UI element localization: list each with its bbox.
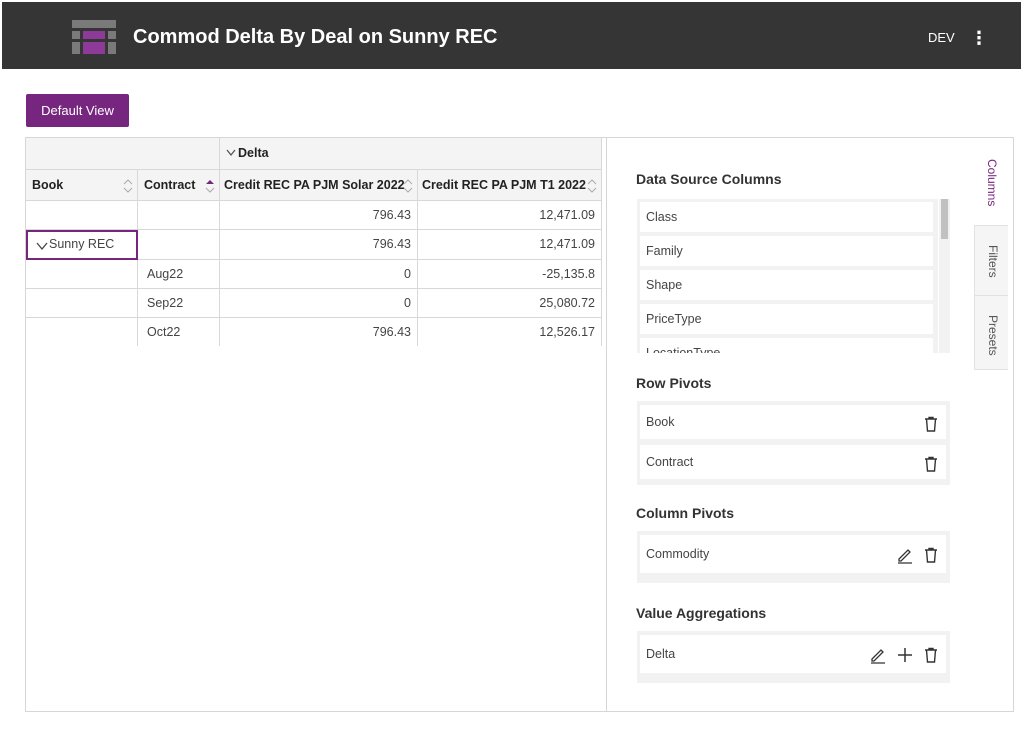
- table-row-selected[interactable]: Sunny REC: [26, 230, 138, 260]
- row-pivots-title: Row Pivots: [636, 375, 712, 391]
- trash-icon[interactable]: [922, 646, 940, 664]
- app-title: Commod Delta By Deal on Sunny REC: [133, 26, 498, 48]
- table-cell[interactable]: Aug22: [138, 260, 220, 289]
- table-row[interactable]: [26, 289, 138, 318]
- table-cell[interactable]: 796.43: [220, 230, 418, 260]
- table-cell[interactable]: 0: [220, 260, 418, 289]
- row-pivots-list: Book Contract: [637, 401, 950, 485]
- row-pivot-book[interactable]: Book: [640, 405, 946, 439]
- table-cell[interactable]: [138, 201, 220, 230]
- table-cell[interactable]: [138, 230, 220, 260]
- default-view-button[interactable]: Default View: [26, 94, 129, 127]
- table-cell[interactable]: 25,080.72: [418, 289, 602, 318]
- table-row[interactable]: [26, 260, 138, 289]
- chevron-down-icon: [226, 149, 236, 157]
- table-cell[interactable]: 12,471.09: [418, 201, 602, 230]
- edit-icon[interactable]: [896, 546, 914, 564]
- table-cell[interactable]: Sep22: [138, 289, 220, 318]
- column-header-book[interactable]: Book: [26, 170, 138, 201]
- value-aggregations-list: Delta: [637, 631, 950, 683]
- table-cell[interactable]: Oct22: [138, 318, 220, 346]
- table-row[interactable]: [26, 318, 138, 346]
- table-cell[interactable]: -25,135.8: [418, 260, 602, 289]
- value-aggregations-title: Value Aggregations: [636, 605, 767, 621]
- data-source-item-locationtype[interactable]: LocationType: [640, 338, 933, 353]
- sort-icon[interactable]: [205, 178, 215, 194]
- column-pivot-commodity[interactable]: Commodity: [640, 535, 946, 573]
- table-cell[interactable]: 796.43: [220, 318, 418, 346]
- data-source-item-family[interactable]: Family: [640, 236, 933, 266]
- panel-divider: [606, 138, 607, 711]
- table-cell[interactable]: 12,526.17: [418, 318, 602, 346]
- title-bar: Commod Delta By Deal on Sunny REC DEV ⋮: [2, 2, 1021, 69]
- pivot-grid: Delta Book Contract Credit REC PA PJM So…: [26, 138, 602, 346]
- tab-columns[interactable]: Columns: [974, 140, 1008, 226]
- data-source-item-class[interactable]: Class: [640, 202, 933, 232]
- edit-icon[interactable]: [869, 646, 887, 664]
- table-cell[interactable]: 796.43: [220, 201, 418, 230]
- column-pivots-list: Commodity: [637, 531, 950, 583]
- sort-icon[interactable]: [403, 178, 413, 194]
- tab-filters[interactable]: Filters: [974, 226, 1008, 296]
- table-cell[interactable]: 0: [220, 289, 418, 318]
- scrollbar-thumb[interactable]: [941, 199, 948, 239]
- group-header-spacer: [26, 138, 220, 170]
- sort-icon[interactable]: [123, 178, 133, 194]
- tab-presets[interactable]: Presets: [974, 296, 1008, 370]
- column-header-t1[interactable]: Credit REC PA PJM T1 2022: [418, 170, 602, 201]
- logo-icon: [72, 20, 116, 54]
- trash-icon[interactable]: [922, 415, 940, 433]
- row-pivot-contract[interactable]: Contract: [640, 445, 946, 479]
- table-row[interactable]: [26, 201, 138, 230]
- scrollbar-track[interactable]: [939, 199, 950, 353]
- column-header-solar[interactable]: Credit REC PA PJM Solar 2022: [220, 170, 418, 201]
- chevron-down-icon[interactable]: [36, 242, 48, 250]
- environment-label: DEV: [928, 30, 955, 45]
- column-header-contract[interactable]: Contract: [138, 170, 220, 201]
- more-vert-icon[interactable]: ⋮: [970, 28, 988, 48]
- trash-icon[interactable]: [922, 546, 940, 564]
- table-cell[interactable]: 12,471.09: [418, 230, 602, 260]
- data-source-item-pricetype[interactable]: PriceType: [640, 304, 933, 334]
- group-header-delta[interactable]: Delta: [220, 138, 602, 170]
- data-source-list[interactable]: Class Family Shape PriceType LocationTyp…: [637, 199, 938, 353]
- data-source-item-shape[interactable]: Shape: [640, 270, 933, 300]
- data-source-title: Data Source Columns: [636, 171, 782, 187]
- column-pivots-title: Column Pivots: [636, 505, 735, 521]
- content-frame: [25, 137, 1014, 712]
- plus-icon[interactable]: [896, 646, 914, 664]
- sort-icon[interactable]: [587, 178, 597, 194]
- trash-icon[interactable]: [922, 455, 940, 473]
- value-aggregation-delta[interactable]: Delta: [640, 635, 946, 673]
